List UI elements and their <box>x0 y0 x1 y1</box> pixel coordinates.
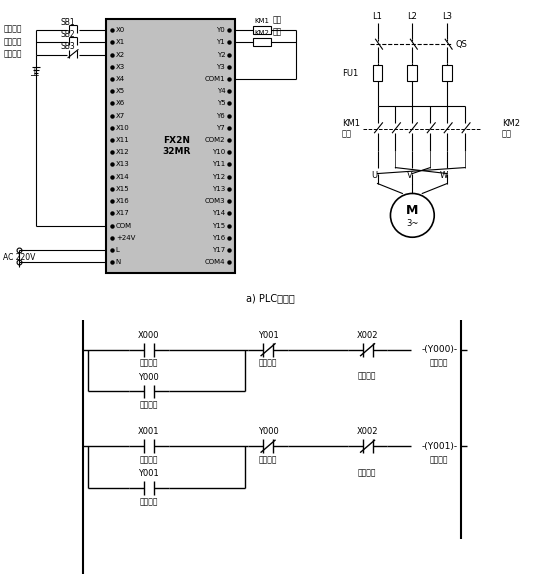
Text: Y1: Y1 <box>217 40 225 45</box>
Text: Y000: Y000 <box>258 427 278 436</box>
Text: X5: X5 <box>116 89 125 94</box>
Text: FX2N
32MR: FX2N 32MR <box>163 136 191 156</box>
Text: 3~: 3~ <box>406 219 418 228</box>
Text: X6: X6 <box>116 101 125 106</box>
Text: L2: L2 <box>408 12 417 21</box>
Text: 自鎖觸點: 自鎖觸點 <box>139 497 158 506</box>
Text: COM: COM <box>116 223 132 228</box>
Text: 正轉按鈕: 正轉按鈕 <box>3 25 22 34</box>
Text: KM1: KM1 <box>255 18 269 24</box>
Text: KM2: KM2 <box>255 30 269 36</box>
Text: KM1: KM1 <box>342 119 360 128</box>
Text: COM4: COM4 <box>205 259 225 265</box>
Text: FU1: FU1 <box>342 68 358 78</box>
Text: Y14: Y14 <box>212 210 225 216</box>
Text: COM2: COM2 <box>205 137 225 143</box>
Text: Y16: Y16 <box>212 235 225 241</box>
Text: COM1: COM1 <box>204 76 225 82</box>
Text: Y10: Y10 <box>212 150 225 155</box>
Text: Y5: Y5 <box>217 101 225 106</box>
Text: 輸出線圈: 輸出線圈 <box>430 455 449 464</box>
Text: X17: X17 <box>116 210 129 216</box>
Text: W: W <box>440 171 449 180</box>
Text: +24V: +24V <box>116 235 135 241</box>
Text: X1: X1 <box>116 40 125 45</box>
Text: X002: X002 <box>357 331 379 340</box>
FancyBboxPatch shape <box>106 20 235 273</box>
FancyBboxPatch shape <box>407 65 417 81</box>
Text: L: L <box>116 247 120 253</box>
Text: QS: QS <box>455 40 467 49</box>
FancyBboxPatch shape <box>372 65 382 81</box>
Text: 正轉: 正轉 <box>342 129 352 138</box>
Text: Y001: Y001 <box>258 331 278 340</box>
Text: a) PLC接線圖: a) PLC接線圖 <box>246 293 295 303</box>
Text: ⊥: ⊥ <box>29 68 39 78</box>
Text: X000: X000 <box>138 331 160 340</box>
Text: X001: X001 <box>138 427 160 436</box>
Text: X7: X7 <box>116 113 125 118</box>
Text: X4: X4 <box>116 76 125 82</box>
Text: U: U <box>371 171 377 180</box>
Text: 正轉觸點: 正轉觸點 <box>139 359 158 367</box>
Text: L3: L3 <box>442 12 452 21</box>
Text: KM2: KM2 <box>502 119 520 128</box>
Text: N: N <box>116 259 121 265</box>
Text: Y11: Y11 <box>212 162 225 167</box>
Text: 自鎖觸點: 自鎖觸點 <box>139 400 158 409</box>
Text: 反轉: 反轉 <box>502 129 512 138</box>
Text: X16: X16 <box>116 198 129 204</box>
Text: X12: X12 <box>116 150 129 155</box>
Text: -(Y001)-: -(Y001)- <box>421 442 458 451</box>
Text: Y12: Y12 <box>212 174 225 180</box>
Text: SB3: SB3 <box>60 42 76 51</box>
Text: SB2: SB2 <box>60 30 76 39</box>
Text: 停止觸點: 停止觸點 <box>358 468 376 477</box>
Text: L1: L1 <box>372 12 382 21</box>
FancyBboxPatch shape <box>253 26 271 34</box>
Text: 正轉: 正轉 <box>273 16 282 24</box>
Text: X13: X13 <box>116 162 129 167</box>
Text: Y13: Y13 <box>212 186 225 192</box>
Text: SB1: SB1 <box>60 18 76 27</box>
Text: COM3: COM3 <box>204 198 225 204</box>
Text: X14: X14 <box>116 174 129 180</box>
Text: 聯鎖觸點: 聯鎖觸點 <box>259 359 277 367</box>
Text: Y000: Y000 <box>138 373 159 382</box>
Text: Y6: Y6 <box>217 113 225 118</box>
Text: Y17: Y17 <box>212 247 225 253</box>
Text: AC 220V: AC 220V <box>3 254 36 262</box>
Text: 輸出線圈: 輸出線圈 <box>430 359 449 367</box>
Text: X15: X15 <box>116 186 129 192</box>
Text: -(Y000)-: -(Y000)- <box>421 345 458 354</box>
Text: Y001: Y001 <box>138 469 159 478</box>
Text: 反轉觸點: 反轉觸點 <box>139 455 158 464</box>
Text: 反轉: 反轉 <box>273 28 282 36</box>
Text: 停止觸點: 停止觸點 <box>358 371 376 381</box>
Text: 停轉按鈕: 停轉按鈕 <box>3 49 22 58</box>
Text: Y7: Y7 <box>217 125 225 131</box>
Text: X11: X11 <box>116 137 129 143</box>
Text: Y3: Y3 <box>217 64 225 70</box>
Text: X2: X2 <box>116 52 125 58</box>
Text: Y2: Y2 <box>217 52 225 58</box>
Text: X0: X0 <box>116 27 125 33</box>
Text: X002: X002 <box>357 427 379 436</box>
Text: Y4: Y4 <box>217 89 225 94</box>
Text: 聯鎖觸點: 聯鎖觸點 <box>259 455 277 464</box>
Text: 反轉按鈕: 反轉按鈕 <box>3 37 22 46</box>
Text: V: V <box>407 171 412 180</box>
Text: Y15: Y15 <box>212 223 225 228</box>
Text: M: M <box>406 204 418 217</box>
FancyBboxPatch shape <box>253 39 271 47</box>
FancyBboxPatch shape <box>442 65 452 81</box>
Text: X10: X10 <box>116 125 129 131</box>
Text: X3: X3 <box>116 64 125 70</box>
Text: Y0: Y0 <box>217 27 225 33</box>
